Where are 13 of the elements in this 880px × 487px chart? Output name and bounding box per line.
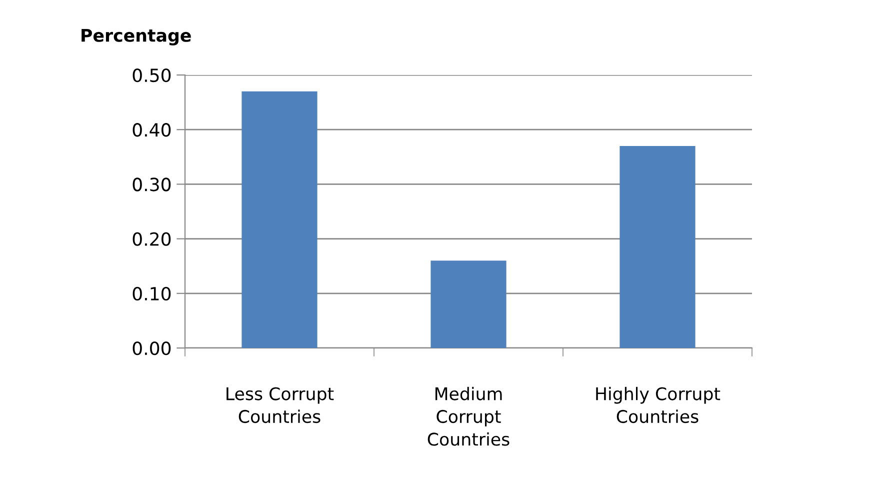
- x-tick-label: Less Corrupt Countries: [226, 387, 334, 424]
- y-tick-label: 0.50: [132, 68, 171, 82]
- bar: [242, 91, 318, 348]
- bar: [620, 146, 696, 348]
- y-tick-label: 0.00: [132, 341, 171, 356]
- x-tick-label: Medium Corrupt Countries: [428, 386, 510, 446]
- y-tick-label: 0.30: [132, 178, 171, 192]
- bar: [430, 260, 506, 348]
- x-tick-label: Highly Corrupt Countries: [596, 386, 720, 424]
- y-tick-label: 0.20: [132, 232, 171, 246]
- y-tick-label: 0.40: [132, 123, 171, 137]
- y-axis-title: Percentage: [82, 29, 191, 46]
- y-tick-label: 0.10: [132, 286, 171, 301]
